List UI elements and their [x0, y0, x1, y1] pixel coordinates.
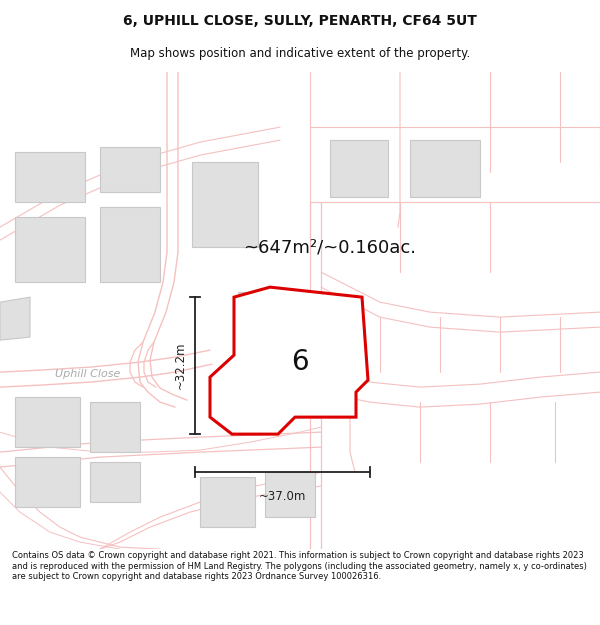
Polygon shape	[238, 292, 295, 352]
Text: ~37.0m: ~37.0m	[259, 490, 306, 503]
Polygon shape	[100, 147, 160, 192]
Polygon shape	[210, 287, 368, 434]
Polygon shape	[90, 402, 140, 452]
Polygon shape	[15, 152, 85, 202]
Polygon shape	[15, 217, 85, 282]
Text: 6: 6	[291, 348, 309, 376]
Polygon shape	[330, 140, 388, 197]
Text: Map shows position and indicative extent of the property.: Map shows position and indicative extent…	[130, 47, 470, 60]
Polygon shape	[90, 462, 140, 502]
Polygon shape	[100, 207, 160, 282]
Polygon shape	[0, 297, 30, 340]
Polygon shape	[15, 457, 80, 507]
Polygon shape	[192, 162, 258, 247]
Text: ~647m²/~0.160ac.: ~647m²/~0.160ac.	[244, 238, 416, 256]
Polygon shape	[15, 397, 80, 447]
Polygon shape	[200, 477, 255, 527]
Polygon shape	[265, 472, 315, 517]
Polygon shape	[410, 140, 480, 197]
Text: ~32.2m: ~32.2m	[174, 342, 187, 389]
Text: Contains OS data © Crown copyright and database right 2021. This information is : Contains OS data © Crown copyright and d…	[12, 551, 587, 581]
Text: Uphill Close: Uphill Close	[55, 369, 121, 379]
Text: 6, UPHILL CLOSE, SULLY, PENARTH, CF64 5UT: 6, UPHILL CLOSE, SULLY, PENARTH, CF64 5U…	[123, 14, 477, 28]
